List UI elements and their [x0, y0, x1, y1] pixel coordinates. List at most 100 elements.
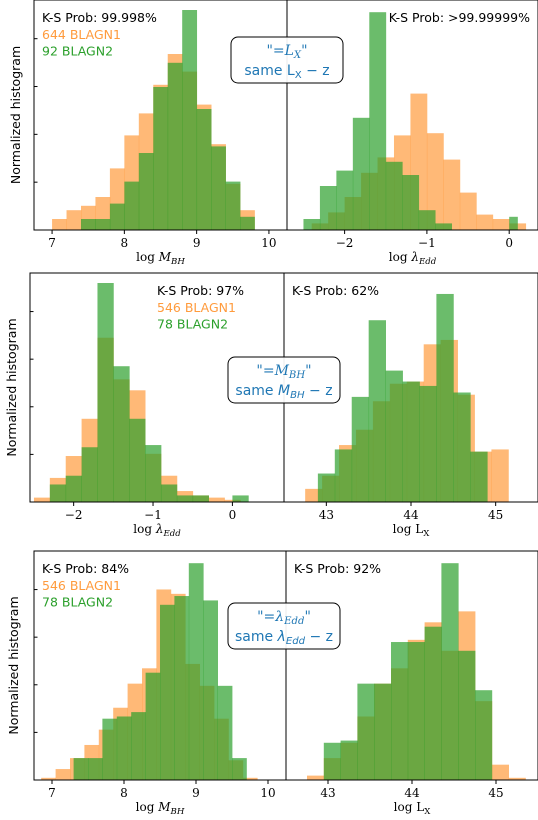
panel-1-1: 7 8 9 10 log MBH​ K-S Prob: 99.998% 644 BLAGN1… [33, 0, 288, 267]
bar-blagn2 [374, 683, 392, 780]
bar-blagn2 [182, 10, 198, 230]
ks-prob-text: K-S Prob: >99.99999% [389, 10, 530, 25]
annotation-frame [230, 36, 344, 84]
legend-entry: 546 BLAGN1 [42, 578, 121, 593]
y-axis-label: Normalized histogram [8, 46, 23, 184]
bars-group [41, 563, 258, 780]
ks-prob-text: K-S Prob: 97% [157, 283, 244, 298]
bar-blagn2 [419, 385, 437, 502]
x-tick-label: 8 [121, 236, 129, 250]
bar-blagn2 [131, 712, 146, 780]
bar-blagn2 [351, 396, 370, 502]
panel-2-2: 43 44 45 log LX​ K-S Prob: 62% [283, 272, 538, 539]
series-blagn2 [303, 12, 518, 230]
bar-blagn2 [336, 170, 354, 230]
x-axis-label: log λEdd​ [133, 522, 181, 539]
x-tick-label: −1 [144, 508, 162, 522]
legend-entry: 546 BLAGN1 [157, 300, 236, 315]
annotation-line2: same λEdd​ − z [235, 629, 333, 647]
ks-prob-text: K-S Prob: 84% [42, 561, 129, 576]
bar-blagn2 [217, 685, 233, 780]
bar-blagn2 [352, 117, 370, 230]
legend-entry: 92 BLAGN2 [42, 44, 113, 59]
bar-blagn2 [402, 175, 420, 230]
bar-blagn2 [160, 604, 175, 780]
bar-blagn2 [441, 563, 459, 780]
x-axis-label: log LX​ [393, 522, 431, 539]
x-tick-label: 44 [403, 508, 419, 522]
series-blagn2 [317, 293, 488, 502]
bar-blagn1 [426, 133, 444, 230]
bar-blagn2 [138, 153, 154, 230]
y-axis-label: Normalized histogram [4, 318, 19, 456]
x-tick-label: 10 [260, 786, 275, 800]
bar-blagn1 [208, 497, 225, 502]
bar-blagn2 [317, 473, 336, 502]
ylabels-group: Normalized histogram Normalized histogram… [4, 46, 23, 735]
bar-blagn2 [80, 219, 96, 230]
bars-group [303, 12, 527, 230]
bar-blagn2 [368, 320, 386, 502]
x-tick-label: 7 [48, 236, 56, 250]
legend-entry: 644 BLAGN1 [42, 27, 121, 42]
panels-group: 7 8 9 10 log MBH​ K-S Prob: 99.998% 644 BLAGN1… [29, 0, 538, 817]
series-blagn2 [323, 563, 493, 780]
bar-blagn1 [55, 769, 71, 780]
bar-blagn2 [369, 12, 387, 230]
bar-blagn1 [508, 777, 526, 780]
bar-blagn1 [492, 219, 510, 230]
panel-2-1: −2 −1 0 log λEdd​ K-S Prob: 97% 546 BLAGN1 78 … [29, 272, 285, 539]
bar-blagn2 [174, 596, 190, 780]
bars-group [52, 10, 255, 230]
bar-blagn2 [196, 109, 212, 230]
x-axis-label: log λEdd​ [389, 250, 437, 267]
bar-blagn1 [476, 214, 494, 230]
bar-blagn2 [232, 758, 247, 780]
legend-entry: 78 BLAGN2 [42, 595, 113, 610]
bar-blagn2 [145, 445, 162, 502]
bar-blagn1 [491, 449, 509, 502]
x-tick-label: 10 [261, 236, 276, 250]
legend-entry: 78 BLAGN2 [157, 317, 228, 332]
bar-blagn2 [323, 742, 341, 780]
bar-blagn2 [129, 418, 146, 502]
bar-blagn2 [334, 449, 353, 502]
x-tick-label: 45 [488, 786, 503, 800]
axes-frame [286, 0, 538, 231]
bar-blagn2 [160, 484, 178, 502]
ks-prob-text: K-S Prob: 62% [292, 283, 379, 298]
ks-prob-text: K-S Prob: 99.998% [42, 10, 157, 25]
x-tick-label: 7 [48, 786, 56, 800]
bar-blagn2 [211, 146, 226, 230]
bar-blagn2 [475, 690, 493, 780]
annotation-line2: same MBH​ − z [235, 383, 332, 401]
annotation-line1: "=MBH​" [256, 363, 311, 381]
x-tick-label: 9 [192, 786, 200, 800]
series-blagn2 [73, 563, 247, 780]
bar-blagn2 [435, 223, 452, 230]
bar-blagn2 [470, 451, 488, 502]
bar-blagn2 [240, 216, 255, 230]
bar-blagn2 [65, 475, 82, 502]
bar-blagn1 [52, 219, 67, 230]
bar-blagn2 [418, 210, 436, 230]
x-axis-label: log MBH​ [136, 250, 185, 267]
bar-blagn2 [203, 600, 218, 780]
bar-blagn2 [458, 650, 476, 780]
x-axis-label: log MBH​ [136, 800, 185, 817]
bar-blagn2 [188, 563, 204, 780]
x-tick-label: 43 [319, 508, 334, 522]
bar-blagn2 [225, 181, 241, 230]
bar-blagn2 [319, 186, 337, 230]
bar-blagn2 [424, 626, 442, 780]
x-tick-label: −2 [336, 236, 354, 250]
bar-blagn2 [453, 392, 471, 502]
bar-blagn1 [41, 777, 56, 780]
bar-blagn2 [340, 740, 358, 780]
bar-blagn2 [167, 62, 183, 230]
annotation-line1: "=LX​" [266, 43, 307, 61]
annotation-box-row2: "=MBH​" same MBH​ − z [227, 356, 341, 404]
annotations-group: "=LX​"same LX​ − z"=MBH​"same MBH​ − z"=… [227, 36, 344, 650]
x-tick-label: −1 [418, 236, 436, 250]
